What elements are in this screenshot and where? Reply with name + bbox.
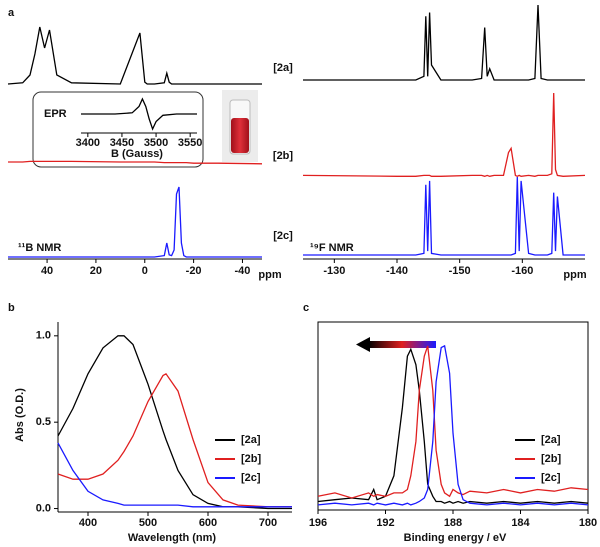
x-tick-label: 3500 bbox=[144, 137, 168, 149]
vial-photo bbox=[222, 90, 258, 162]
legend-label: [2c] bbox=[241, 472, 261, 484]
x-tick-label: -20 bbox=[186, 265, 202, 277]
panel-label: c bbox=[303, 302, 309, 314]
x-tick-label: 3400 bbox=[76, 137, 100, 149]
legend-label: [2c] bbox=[541, 472, 561, 484]
x-tick-label: 180 bbox=[579, 517, 597, 529]
x-tick-label: 184 bbox=[511, 517, 530, 529]
data-line bbox=[57, 442, 292, 508]
x-tick-label: 20 bbox=[90, 265, 102, 277]
data-line bbox=[8, 186, 262, 258]
x-axis-label: Wavelength (nm) bbox=[128, 532, 217, 544]
x-tick-label: -130 bbox=[323, 265, 345, 277]
x-unit: ppm bbox=[258, 269, 281, 281]
data-line bbox=[317, 347, 589, 504]
data-line bbox=[317, 345, 589, 499]
x-axis-label: Binding energy / eV bbox=[404, 532, 507, 544]
legend-label: [2b] bbox=[241, 453, 262, 465]
legend-label: [2a] bbox=[241, 434, 261, 446]
y-tick-label: 1.0 bbox=[36, 330, 51, 342]
chart-label: ¹¹B NMR bbox=[18, 242, 61, 254]
y-tick-label: 0.5 bbox=[36, 416, 51, 428]
x-tick-label: 600 bbox=[199, 517, 217, 529]
y-axis-label: Abs (O.D.) bbox=[14, 388, 26, 442]
x-tick-label: 196 bbox=[309, 517, 327, 529]
x-tick-label: 40 bbox=[41, 265, 53, 277]
x-tick-label: 400 bbox=[79, 517, 97, 529]
x-tick-label: 188 bbox=[444, 517, 462, 529]
legend-label: [2b] bbox=[541, 453, 562, 465]
x-unit: ppm bbox=[563, 269, 586, 281]
shift-arrow bbox=[356, 337, 436, 352]
data-line bbox=[57, 372, 292, 508]
chart-label: EPR bbox=[44, 108, 67, 120]
x-tick-label: -140 bbox=[386, 265, 408, 277]
data-line bbox=[7, 26, 262, 85]
legend-label: [2b] bbox=[273, 150, 294, 162]
x-tick-label: -40 bbox=[235, 265, 251, 277]
legend-label: [2c] bbox=[273, 230, 293, 242]
legend-label: [2a] bbox=[541, 434, 561, 446]
chart-label: ¹⁹F NMR bbox=[310, 242, 354, 254]
x-tick-label: 500 bbox=[139, 517, 157, 529]
y-tick-label: 0.0 bbox=[36, 502, 51, 514]
data-line bbox=[81, 97, 197, 131]
legend-label: [2a] bbox=[273, 62, 293, 74]
panel-label: a bbox=[8, 7, 15, 19]
x-tick-label: 192 bbox=[376, 517, 394, 529]
x-tick-label: 3450 bbox=[110, 137, 134, 149]
x-axis-label: B (Gauss) bbox=[111, 148, 163, 160]
x-tick-label: 0 bbox=[142, 265, 148, 277]
x-tick-label: -160 bbox=[511, 265, 533, 277]
x-tick-label: -150 bbox=[449, 265, 471, 277]
inset-box bbox=[32, 91, 204, 168]
x-tick-label: 3550 bbox=[178, 137, 202, 149]
panel-label: b bbox=[8, 302, 15, 314]
data-line bbox=[302, 92, 586, 178]
x-tick-label: 700 bbox=[259, 517, 277, 529]
data-line bbox=[317, 344, 589, 506]
data-line bbox=[303, 4, 585, 81]
data-line bbox=[8, 160, 263, 165]
data-line bbox=[303, 176, 585, 256]
